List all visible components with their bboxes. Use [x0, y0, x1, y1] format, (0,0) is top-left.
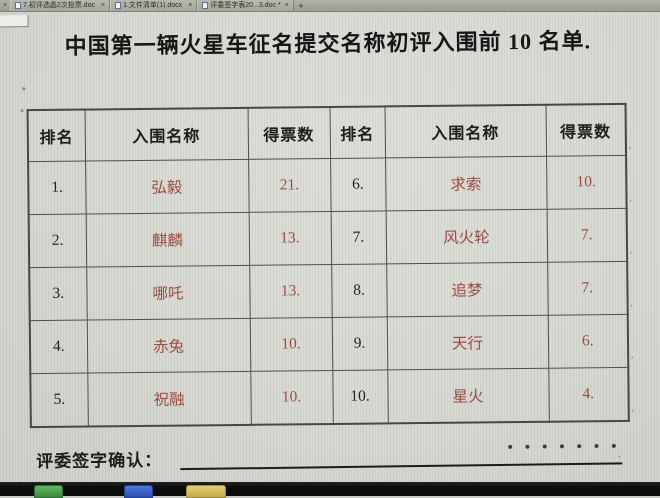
page-title: 中国第一辆火星车征名提交名称初评入围前 10 名单. — [64, 28, 592, 59]
end-of-row-mark: , — [629, 298, 635, 309]
close-icon[interactable]: × — [100, 1, 106, 9]
name-cell: 祝融 — [87, 371, 251, 427]
document-page: 中国第一辆火星车征名提交名称初评入围前 10 名单. 排名 入围名称 得票数 排名 入围… — [0, 9, 660, 486]
name-cell: 弘毅 — [85, 159, 249, 215]
votes-cell: 6. — [547, 314, 629, 369]
name-cell: 哪吒 — [86, 265, 250, 321]
signature-dots: ••••••• — [506, 438, 628, 457]
name-cell: 追梦 — [386, 262, 548, 317]
votes-cell: 10. — [250, 370, 333, 425]
end-of-row-mark: , — [630, 403, 636, 414]
table-row: 5. 祝融 10. 10. 星火 4. — [30, 367, 629, 428]
end-of-row-mark: , — [628, 245, 635, 257]
end-of-row-mark: , — [627, 140, 633, 152]
table-header-row: 排名 入围名称 得票数 排名 入围名称 得票数 — [27, 103, 627, 162]
document-icon — [115, 2, 122, 9]
column-header: 排名 — [329, 106, 386, 159]
rank-cell: 3. — [29, 267, 87, 321]
tab-doc-3[interactable]: 评委签字表20...3.doc * × — [197, 0, 294, 11]
close-icon[interactable]: × — [188, 1, 193, 9]
signature-label: 评委签字确认： — [36, 450, 163, 472]
column-header: 排名 — [27, 109, 86, 162]
rank-cell: 4. — [29, 320, 88, 374]
end-of-row-mark: , — [630, 350, 636, 362]
new-tab-button[interactable]: + — [298, 1, 304, 11]
shortlist-table: 排名 入围名称 得票数 排名 入围名称 得票数 1. 弘毅 21. 6. 求索 10. 2. 麒麟 13.… — [26, 102, 630, 429]
votes-cell: 7. — [546, 208, 628, 263]
tab-bar: × 7.初评选晶2次投票.doc × 1.文件清单(1).docx × 评委签字… — [0, 0, 660, 12]
dots-end-mark: . — [618, 448, 621, 459]
document-icon — [202, 2, 209, 9]
votes-cell: 10. — [249, 317, 333, 372]
margin-marks — [22, 87, 26, 91]
close-icon[interactable]: × — [284, 1, 289, 9]
taskbar-app-icon-green[interactable] — [34, 485, 63, 498]
votes-cell: 13. — [248, 211, 332, 266]
rank-cell: 10. — [332, 369, 388, 424]
tab-label: 1.文件清单(1).docx — [123, 1, 183, 9]
name-cell: 麒麟 — [85, 212, 250, 268]
tab-label: 评委签字表20...3.doc — [210, 1, 277, 9]
name-cell: 求索 — [385, 156, 547, 211]
panel-corner — [0, 15, 29, 28]
rank-cell: 5. — [30, 373, 88, 428]
votes-cell: 4. — [548, 367, 629, 422]
taskbar — [0, 482, 660, 498]
rank-cell: 6. — [330, 157, 386, 212]
close-icon[interactable]: × — [2, 2, 8, 9]
name-cell: 星火 — [387, 368, 549, 424]
rank-cell: 9. — [331, 316, 388, 371]
taskbar-app-icon-blue[interactable] — [124, 485, 153, 498]
document-canvas: 中国第一辆火星车征名提交名称初评入围前 10 名单. 排名 入围名称 得票数 排名 入围… — [0, 12, 660, 482]
votes-cell: 13. — [249, 264, 332, 319]
column-header: 得票数 — [545, 103, 627, 157]
name-cell: 风火轮 — [385, 209, 548, 264]
rank-cell: 8. — [331, 263, 387, 318]
votes-cell: 10. — [546, 155, 627, 210]
column-header: 得票数 — [247, 106, 331, 160]
document-icon — [15, 2, 21, 9]
column-header: 入围名称 — [84, 107, 249, 162]
votes-cell: 21. — [248, 158, 331, 213]
tab-label: 7.初评选晶2次投票.doc — [23, 1, 95, 9]
tab-modified-flag: * — [278, 1, 281, 9]
rank-cell: 1. — [28, 161, 86, 215]
tab-doc-2[interactable]: 1.文件清单(1).docx × — [110, 0, 198, 11]
rank-cell: 2. — [28, 214, 87, 268]
column-header: 入围名称 — [384, 104, 547, 158]
end-of-row-mark: , — [628, 193, 634, 204]
table-row: 2. 麒麟 13. 7. 风火轮 7. — [28, 208, 628, 268]
name-cell: 赤兔 — [86, 318, 251, 374]
rank-cell: 7. — [330, 210, 387, 265]
taskbar-app-icon-yellow[interactable] — [186, 485, 226, 498]
name-cell: 天行 — [386, 315, 549, 370]
table-row: 3. 哪吒 13. 8. 追梦 7. — [29, 261, 628, 321]
tab-doc-1[interactable]: 7.初评选晶2次投票.doc × — [10, 0, 111, 11]
table-row: 1. 弘毅 21. 6. 求索 10. — [28, 155, 627, 215]
table-body: 1. 弘毅 21. 6. 求索 10. 2. 麒麟 13. 7. 风火轮 7. 3. 哪吒 13. 8. 追梦 7… — [28, 155, 629, 428]
votes-cell: 7. — [547, 261, 628, 316]
table-row: 4. 赤兔 10. 9. 天行 6. — [29, 314, 629, 374]
signature-line[interactable] — [180, 462, 623, 471]
